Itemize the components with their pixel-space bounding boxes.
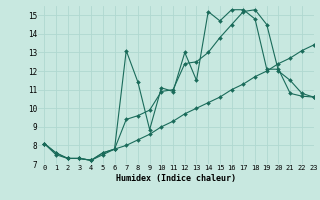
X-axis label: Humidex (Indice chaleur): Humidex (Indice chaleur) (116, 174, 236, 183)
